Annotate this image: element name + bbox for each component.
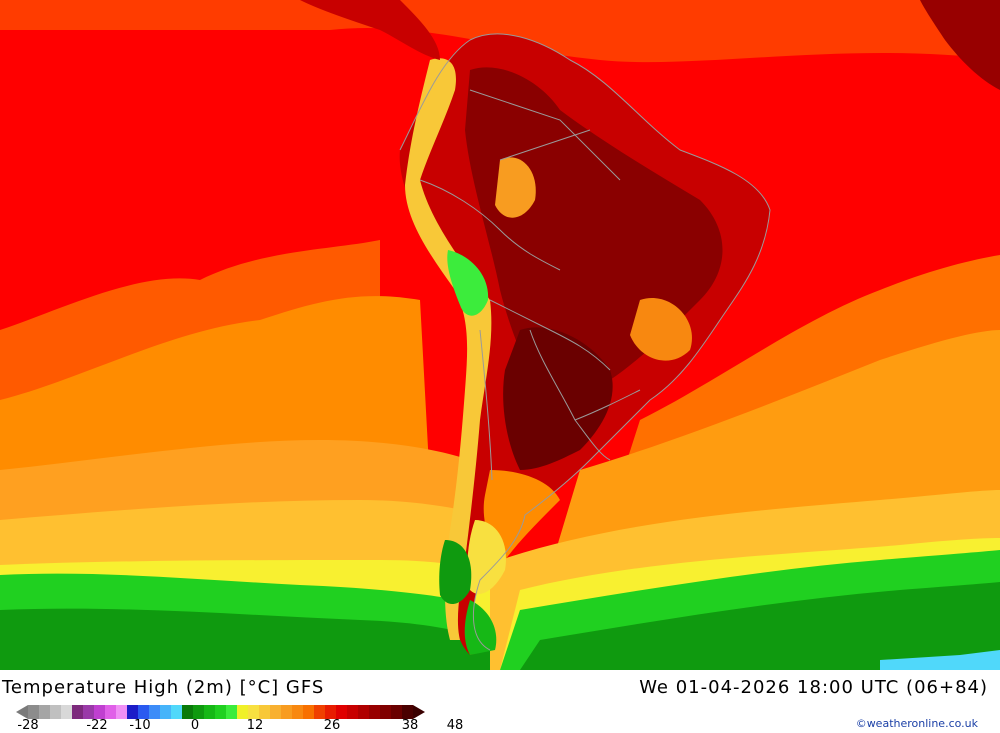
legend-swatch — [204, 705, 215, 719]
legend-tick-label: 48 — [446, 718, 464, 733]
legend-swatch — [358, 705, 369, 719]
legend-tick-label: 12 — [246, 718, 264, 733]
legend-swatch — [259, 705, 270, 719]
southern-andes-green — [439, 540, 472, 605]
legend-swatch — [127, 705, 138, 719]
legend-swatch — [314, 705, 325, 719]
country-borders — [399, 33, 771, 651]
legend-swatch — [182, 705, 193, 719]
ocean-band-darkgreen — [0, 608, 490, 670]
legend-swatch — [281, 705, 292, 719]
map-canvas — [0, 0, 1000, 670]
legend-swatch — [116, 705, 127, 719]
legend-swatch — [28, 705, 39, 719]
region-south-brazil-orange — [630, 298, 692, 361]
legend-swatch — [226, 705, 237, 719]
forecast-datetime: We 01-04-2026 18:00 UTC (06+84) — [639, 677, 988, 698]
africa-corner — [920, 0, 1000, 90]
temperature-map — [0, 0, 1000, 670]
legend-swatch — [171, 705, 182, 719]
legend-right-arrow — [413, 705, 425, 719]
legend-tick-label: 26 — [323, 718, 341, 733]
andes-cool-strip — [405, 58, 492, 641]
ocean-cold-patch — [880, 650, 1000, 670]
map-title: Temperature High (2m) [°C] GFS — [2, 677, 325, 698]
credit-link[interactable]: ©weatheronline.co.uk — [855, 717, 978, 730]
legend-tick-label: -22 — [86, 718, 108, 733]
legend-tick-label: -10 — [129, 718, 151, 733]
legend-swatch — [61, 705, 72, 719]
legend-swatch — [303, 705, 314, 719]
legend-swatch — [138, 705, 149, 719]
legend-swatch — [325, 705, 336, 719]
legend-swatch — [215, 705, 226, 719]
ocean-band-darkgreen-east — [520, 582, 1000, 670]
region-orange-patch — [495, 157, 536, 218]
legend-swatch — [83, 705, 94, 719]
legend-swatch — [105, 705, 116, 719]
legend-swatch — [270, 705, 281, 719]
legend-swatch — [369, 705, 380, 719]
legend-left-arrow — [16, 705, 28, 719]
legend-swatch — [380, 705, 391, 719]
color-legend — [16, 705, 425, 719]
legend-swatch — [237, 705, 248, 719]
legend-swatch — [72, 705, 83, 719]
central-america — [300, 0, 440, 60]
legend-swatch — [94, 705, 105, 719]
legend-swatch — [391, 705, 402, 719]
legend-swatch — [160, 705, 171, 719]
legend-tick-label: 0 — [190, 718, 200, 733]
legend-swatch — [149, 705, 160, 719]
legend-swatch — [336, 705, 347, 719]
legend-swatch — [50, 705, 61, 719]
ocean-north-band — [0, 0, 1000, 63]
legend-tick-label: -28 — [17, 718, 39, 733]
legend-swatch — [39, 705, 50, 719]
region-patagonia-yellow — [467, 520, 506, 594]
legend-swatch — [402, 705, 413, 719]
tierra-del-fuego-green — [464, 600, 497, 655]
andes-green-patch — [447, 250, 489, 316]
legend-swatch — [248, 705, 259, 719]
legend-swatch — [292, 705, 303, 719]
legend-tick-label: 38 — [401, 718, 419, 733]
legend-ticks: -28 -22 -10 0 12 26 38 48 — [0, 719, 480, 733]
legend-swatch — [347, 705, 358, 719]
region-pampas-orange — [483, 470, 560, 560]
legend-swatch — [193, 705, 204, 719]
